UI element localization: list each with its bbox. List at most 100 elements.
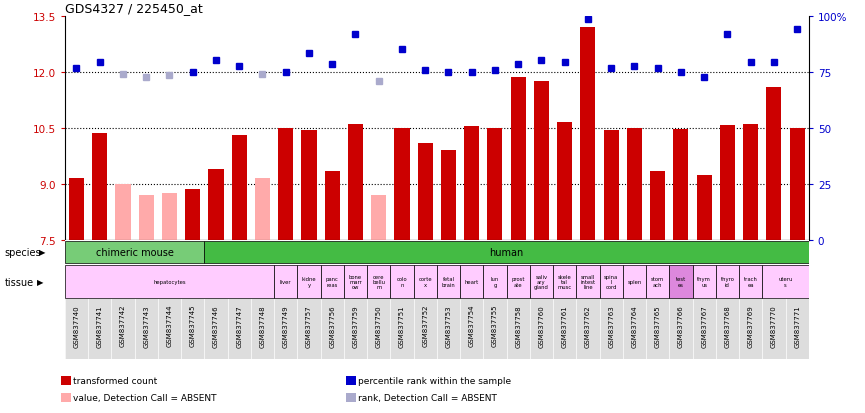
- Bar: [115, 185, 131, 240]
- Text: spina
l
cord: spina l cord: [604, 274, 618, 290]
- Text: prost
ate: prost ate: [511, 277, 525, 287]
- Text: GSM837740: GSM837740: [74, 304, 80, 347]
- Text: chimeric mouse: chimeric mouse: [96, 247, 174, 257]
- Text: rank, Detection Call = ABSENT: rank, Detection Call = ABSENT: [358, 393, 497, 402]
- Bar: [413, 265, 437, 299]
- Text: GSM837741: GSM837741: [97, 304, 103, 347]
- Text: GSM837756: GSM837756: [330, 304, 336, 347]
- Text: species: species: [4, 247, 41, 257]
- Text: lun
g: lun g: [490, 277, 499, 287]
- Text: heart: heart: [465, 279, 479, 285]
- Text: GSM837762: GSM837762: [585, 304, 591, 347]
- Bar: [599, 265, 623, 299]
- Text: GSM837759: GSM837759: [352, 304, 358, 347]
- Text: GSM837755: GSM837755: [492, 304, 498, 347]
- Bar: [670, 265, 693, 299]
- Bar: [507, 265, 530, 299]
- Bar: [790, 128, 804, 240]
- Bar: [739, 265, 762, 299]
- Bar: [487, 128, 503, 240]
- Text: test
es: test es: [676, 277, 686, 287]
- Text: kidne
y: kidne y: [302, 277, 317, 287]
- Text: splen: splen: [627, 279, 642, 285]
- Text: hepatocytes: hepatocytes: [153, 279, 186, 285]
- Bar: [298, 265, 321, 299]
- Text: GSM837746: GSM837746: [213, 304, 219, 347]
- Bar: [279, 128, 293, 240]
- Text: GSM837753: GSM837753: [445, 304, 452, 347]
- Bar: [65, 265, 274, 299]
- Bar: [553, 265, 576, 299]
- Text: GSM837764: GSM837764: [631, 304, 638, 347]
- Bar: [367, 265, 390, 299]
- Bar: [93, 134, 107, 240]
- Text: uteru
s: uteru s: [778, 277, 792, 287]
- Text: ▶: ▶: [37, 278, 44, 286]
- Text: panc
reas: panc reas: [326, 277, 339, 287]
- Text: percentile rank within the sample: percentile rank within the sample: [358, 376, 511, 385]
- Bar: [534, 82, 549, 240]
- Text: GSM837768: GSM837768: [724, 304, 730, 347]
- Text: GSM837766: GSM837766: [678, 304, 684, 347]
- Text: transformed count: transformed count: [73, 376, 157, 385]
- Bar: [580, 28, 595, 240]
- Text: corte
x: corte x: [419, 277, 432, 287]
- Bar: [650, 171, 665, 240]
- Text: GSM837745: GSM837745: [189, 304, 195, 347]
- Bar: [274, 265, 298, 299]
- Text: colo
n: colo n: [397, 277, 407, 287]
- Bar: [390, 265, 413, 299]
- Text: fetal
brain: fetal brain: [441, 277, 455, 287]
- Bar: [344, 265, 367, 299]
- Text: saliv
ary
gland: saliv ary gland: [534, 274, 549, 290]
- Text: GSM837743: GSM837743: [144, 304, 150, 347]
- Bar: [465, 126, 479, 240]
- Text: GSM837757: GSM837757: [306, 304, 312, 347]
- Bar: [696, 175, 712, 240]
- Text: human: human: [490, 247, 523, 257]
- Text: liver: liver: [280, 279, 292, 285]
- Text: thym
us: thym us: [697, 277, 711, 287]
- Bar: [627, 128, 642, 240]
- Text: GSM837770: GSM837770: [771, 304, 777, 347]
- Text: thyro
id: thyro id: [721, 277, 734, 287]
- Text: GSM837765: GSM837765: [655, 304, 661, 347]
- Bar: [437, 265, 460, 299]
- Bar: [185, 190, 201, 240]
- Text: GSM837758: GSM837758: [516, 304, 522, 347]
- Text: GDS4327 / 225450_at: GDS4327 / 225450_at: [65, 2, 202, 15]
- Text: ▶: ▶: [39, 248, 46, 257]
- Bar: [394, 128, 409, 240]
- Text: GSM837763: GSM837763: [608, 304, 614, 347]
- Bar: [441, 151, 456, 240]
- Bar: [604, 131, 618, 240]
- Bar: [348, 125, 363, 240]
- Bar: [557, 123, 573, 240]
- Text: GSM837752: GSM837752: [422, 304, 428, 347]
- Bar: [324, 171, 340, 240]
- Text: GSM837771: GSM837771: [794, 304, 800, 347]
- Bar: [576, 265, 599, 299]
- Bar: [138, 196, 154, 240]
- Bar: [510, 78, 526, 240]
- Bar: [321, 265, 344, 299]
- Bar: [162, 194, 177, 240]
- Bar: [69, 179, 84, 240]
- Bar: [208, 169, 223, 240]
- Text: GSM837742: GSM837742: [120, 304, 126, 347]
- Text: GSM837761: GSM837761: [561, 304, 567, 347]
- Bar: [623, 265, 646, 299]
- Bar: [766, 88, 781, 240]
- Text: small
intest
line: small intest line: [580, 274, 595, 290]
- Bar: [255, 179, 270, 240]
- Text: tissue: tissue: [4, 277, 34, 287]
- Text: value, Detection Call = ABSENT: value, Detection Call = ABSENT: [73, 393, 216, 402]
- Bar: [743, 125, 759, 240]
- Bar: [484, 265, 507, 299]
- Text: skele
tal
musc: skele tal musc: [558, 274, 572, 290]
- Bar: [301, 131, 317, 240]
- Bar: [693, 265, 716, 299]
- Text: GSM837747: GSM837747: [236, 304, 242, 347]
- Bar: [204, 242, 809, 263]
- Text: GSM837749: GSM837749: [283, 304, 289, 347]
